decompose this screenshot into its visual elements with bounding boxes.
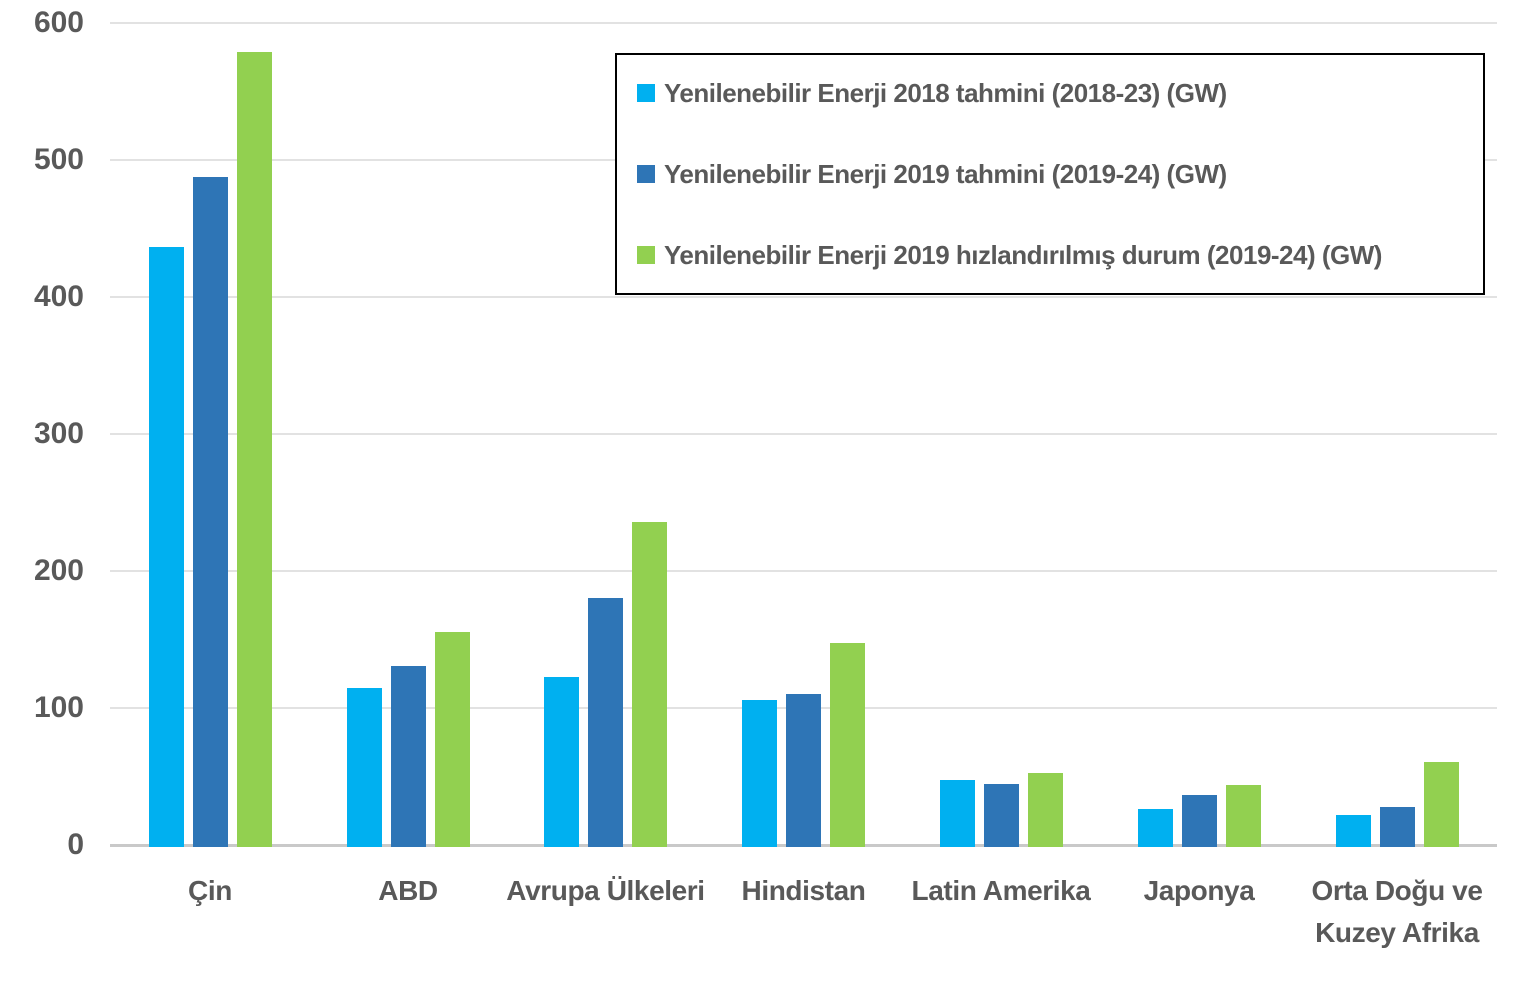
legend-swatch-series3-icon xyxy=(637,246,655,264)
bar-series1-avrupa-lkeleri xyxy=(544,677,579,847)
bar-series3-japonya xyxy=(1225,785,1261,847)
bar-series2-japonya xyxy=(1181,794,1217,847)
gridline-300 xyxy=(110,433,1497,435)
bar-series1-japonya xyxy=(1137,808,1173,847)
gridline-200 xyxy=(110,570,1497,572)
bar-series1-hindistan xyxy=(742,700,777,847)
bar-series2-latin-amerika xyxy=(983,783,1019,847)
bar-series3-avrupa-lkeleri xyxy=(632,522,667,847)
y-tick-label-500: 500 xyxy=(33,143,84,176)
x-category-label-3: Avrupa Ülkeleri xyxy=(506,875,705,906)
gridline-400 xyxy=(110,296,1497,298)
x-category-label-1: Çin xyxy=(188,875,232,906)
legend-item: Yenilenebilir Enerji 2019 hızlandırılmış… xyxy=(637,239,1471,270)
bar-series3-latin-amerika xyxy=(1027,773,1063,847)
y-tick-label-600: 600 xyxy=(33,6,84,39)
legend-item: Yenilenebilir Enerji 2018 tahmini (2018-… xyxy=(637,77,1471,108)
bar-series1--in xyxy=(148,246,184,847)
legend-label-series1: Yenilenebilir Enerji 2018 tahmini (2018-… xyxy=(664,77,1227,108)
bar-series3-orta-do-u-ve-kuzey-afrika xyxy=(1423,762,1459,847)
y-tick-label-400: 400 xyxy=(33,280,84,313)
y-tick-label-0: 0 xyxy=(67,828,84,861)
y-tick-label-100: 100 xyxy=(33,691,84,724)
bar-series3-abd xyxy=(434,631,470,847)
x-category-label-2: ABD xyxy=(378,875,438,906)
bar-series3--in xyxy=(236,52,272,847)
gridline-600 xyxy=(110,22,1497,24)
bar-series3-hindistan xyxy=(830,642,865,847)
bar-series1-abd xyxy=(346,688,382,847)
x-category-label-4: Hindistan xyxy=(741,875,866,906)
legend: Yenilenebilir Enerji 2018 tahmini (2018-… xyxy=(615,53,1485,295)
x-category-label-6: Japonya xyxy=(1143,875,1255,906)
bar-series2-orta-do-u-ve-kuzey-afrika xyxy=(1379,807,1415,847)
legend-swatch-series2-icon xyxy=(637,165,655,183)
bar-series2--in xyxy=(192,177,228,847)
bar-series1-latin-amerika xyxy=(939,779,975,847)
bar-series1-orta-do-u-ve-kuzey-afrika xyxy=(1335,815,1371,847)
bar-series2-abd xyxy=(390,666,426,847)
y-tick-label-200: 200 xyxy=(33,554,84,587)
legend-item: Yenilenebilir Enerji 2019 tahmini (2019-… xyxy=(637,158,1471,189)
y-tick-label-300: 300 xyxy=(33,417,84,450)
bar-series2-hindistan xyxy=(786,693,821,847)
legend-swatch-series1-icon xyxy=(637,84,655,102)
bar-series2-avrupa-lkeleri xyxy=(588,597,623,847)
x-category-label-5: Latin Amerika xyxy=(911,875,1091,906)
legend-label-series3: Yenilenebilir Enerji 2019 hızlandırılmış… xyxy=(664,239,1382,270)
legend-label-series2: Yenilenebilir Enerji 2019 tahmini (2019-… xyxy=(664,158,1227,189)
x-category-label-7: Orta Doğu ve Kuzey Afrika xyxy=(1311,875,1483,948)
